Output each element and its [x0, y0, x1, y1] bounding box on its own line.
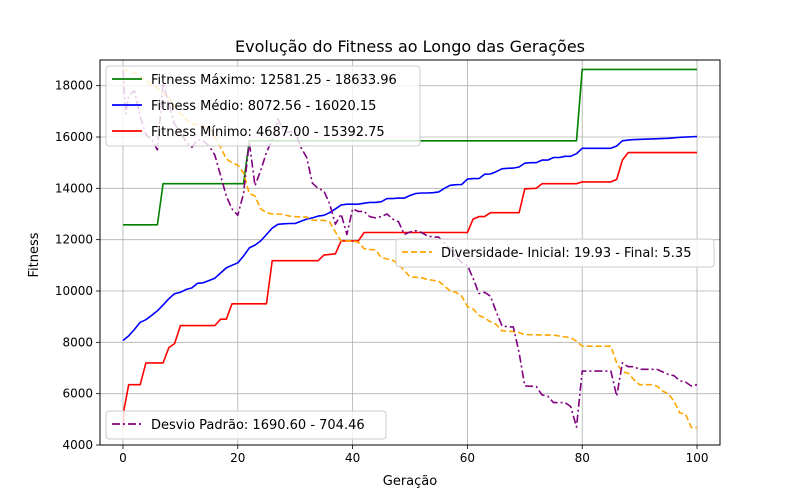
x-axis-ticks: 0 20 40 60 80 100: [119, 445, 708, 465]
y-axis-label: Fitness: [27, 232, 42, 277]
series-line-2: [122, 151, 697, 428]
x-axis-label: Geração: [383, 474, 437, 489]
y-axis-ticks: 4000 6000 8000 10000 12000 14000 16000 18000: [55, 79, 100, 452]
y-tick-label: 6000: [62, 387, 93, 401]
x-tick-label: 100: [686, 451, 709, 465]
y-tick-label: 12000: [55, 233, 93, 247]
x-tick-label: 0: [119, 451, 127, 465]
legend-label: Fitness Máximo: 12581.25 - 18633.96: [151, 73, 397, 88]
legend-box: [105, 410, 387, 440]
series-line-0: [123, 68, 697, 226]
series-line-1: [122, 135, 698, 342]
legend-label: Diversidade- Inicial: 19.93 - Final: 5.3…: [441, 246, 691, 261]
y-tick-label: 16000: [55, 130, 93, 144]
legend-box: [105, 65, 421, 147]
legends: Fitness Máximo: 12581.25 - 18633.96 Fitne…: [105, 65, 715, 440]
x-tick-label: 60: [460, 451, 475, 465]
y-tick-label: 4000: [62, 438, 93, 452]
plot-frame: [99, 59, 721, 446]
legend-label: Desvio Padrão: 1690.60 - 704.46: [151, 418, 365, 433]
y-tick-label: 14000: [55, 181, 93, 195]
legend-box: [395, 238, 715, 268]
y-tick-label: 10000: [55, 284, 93, 298]
chart-title: Evolução do Fitness ao Longo das Geraçõe…: [235, 37, 585, 56]
y-tick-label: 18000: [55, 79, 93, 93]
x-tick-label: 40: [345, 451, 360, 465]
y-tick-label: 8000: [62, 335, 93, 349]
legend-label: Fitness Mínimo: 4687.00 - 15392.75: [151, 125, 385, 140]
x-tick-label: 80: [575, 451, 590, 465]
x-tick-label: 20: [230, 451, 245, 465]
legend-label: Fitness Médio: 8072.56 - 16020.15: [151, 99, 376, 114]
